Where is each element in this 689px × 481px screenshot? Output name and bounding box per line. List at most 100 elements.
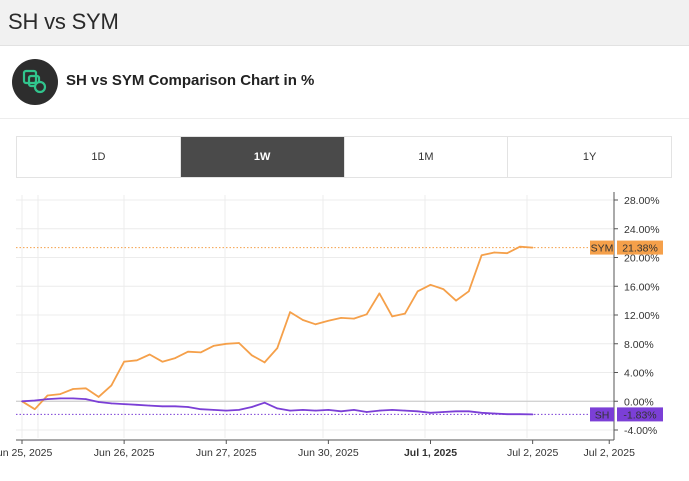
y-tick-label: 4.00% <box>624 368 654 380</box>
y-tick-label: 8.00% <box>624 339 654 351</box>
data-point-sh <box>136 404 138 406</box>
y-tick-label: 28.00% <box>624 195 660 207</box>
data-point-sh <box>148 404 151 407</box>
data-point-sym <box>212 345 215 347</box>
data-point-sh <box>416 410 419 413</box>
y-tick-label: 0.00% <box>624 396 654 408</box>
data-point-sym <box>468 290 470 293</box>
tab-1w[interactable]: 1W <box>180 137 345 177</box>
data-point-sym <box>493 251 496 254</box>
series-name-badge <box>590 407 614 422</box>
data-point-sym <box>263 361 266 364</box>
data-point-sym <box>314 323 317 326</box>
data-point-sh <box>46 398 49 400</box>
data-point-sym <box>391 315 394 318</box>
period-tabs: 1D 1W 1M 1Y <box>16 136 672 178</box>
data-point-sym <box>302 319 304 321</box>
data-point-sym <box>238 342 240 344</box>
data-point-sh <box>174 405 176 408</box>
data-point-sym <box>199 351 202 354</box>
divider <box>0 118 689 119</box>
data-point-sym <box>455 299 457 302</box>
x-tick-label: Jul 1, 2025 <box>404 447 457 459</box>
series-name-label: SYM <box>591 243 614 255</box>
data-point-sh <box>429 411 432 414</box>
data-point-sh <box>314 409 317 412</box>
data-point-sym <box>148 353 151 356</box>
data-point-sym <box>250 354 253 357</box>
data-point-sh <box>365 411 368 413</box>
data-point-sh <box>327 409 330 411</box>
y-tick-label: -4.00% <box>624 425 657 437</box>
data-point-sym <box>33 408 36 410</box>
data-point-sym <box>365 313 368 316</box>
data-point-sym <box>480 254 483 257</box>
data-point-sh <box>97 401 100 403</box>
data-point-sym <box>85 387 87 390</box>
page-header: SH vs SYM <box>0 0 689 46</box>
data-point-sh <box>404 409 406 412</box>
x-tick-label: Jun 30, 2025 <box>298 447 359 459</box>
data-point-sym <box>404 312 406 315</box>
y-tick-label: 12.00% <box>624 310 660 322</box>
data-point-sh <box>21 400 23 403</box>
page-title: SH vs SYM <box>8 9 119 34</box>
tab-1y[interactable]: 1Y <box>582 151 597 163</box>
data-point-sh <box>493 412 496 415</box>
data-point-sh <box>302 409 304 411</box>
data-point-sh <box>378 409 381 412</box>
data-point-sym <box>531 246 534 249</box>
data-point-sh <box>391 409 394 411</box>
data-point-sym <box>340 317 342 319</box>
x-tick-label: Jul 2, 2025 <box>584 447 636 459</box>
compare-icon <box>12 59 58 105</box>
data-point-sym <box>72 388 74 390</box>
data-point-sh <box>72 397 74 400</box>
data-point-sym <box>429 284 432 286</box>
data-point-sym <box>276 347 279 349</box>
data-point-sym <box>353 317 355 320</box>
x-tick-label: Jul 2, 2025 <box>507 447 559 459</box>
data-point-sym <box>327 319 330 322</box>
data-point-sym <box>225 342 228 345</box>
data-point-sh <box>212 409 215 411</box>
data-point-sh <box>250 406 253 408</box>
data-point-sh <box>199 408 202 410</box>
data-point-sym <box>187 350 189 353</box>
data-point-sym <box>416 290 419 293</box>
data-point-sym <box>59 393 62 395</box>
data-point-sh <box>263 401 266 404</box>
data-point-sym <box>442 288 445 290</box>
tab-1m[interactable]: 1M <box>345 137 509 177</box>
data-point-sh <box>187 406 189 408</box>
data-point-sh <box>480 411 483 414</box>
data-point-sh <box>33 399 36 402</box>
data-point-sh <box>289 409 291 412</box>
data-point-sh <box>238 409 240 411</box>
last-value-badge <box>617 240 663 255</box>
data-point-sym <box>110 384 113 387</box>
data-point-sh <box>468 410 470 413</box>
comparison-chart: 28.00% 24.00% 20.00% 16.00% 12.00% 8.00% 4.00%… <box>0 192 663 459</box>
tab-1d[interactable]: 1D <box>17 137 181 177</box>
data-point-sym <box>46 394 49 397</box>
y-tick-label: 20.00% <box>624 253 660 265</box>
data-point-sh <box>531 413 534 416</box>
y-tick-label: 24.00% <box>624 224 660 236</box>
last-value-badge <box>617 407 663 422</box>
card-header: SH vs SYM Comparison Chart in % <box>0 46 689 116</box>
x-tick-label: Jun 25, 2025 <box>0 447 53 459</box>
data-point-sh <box>110 402 113 405</box>
y-tick-label: 16.00% <box>624 281 660 293</box>
series-name-label: SH <box>595 409 610 421</box>
data-point-sym <box>123 360 125 363</box>
x-tick-label: Jun 27, 2025 <box>196 447 257 459</box>
data-point-sym <box>174 357 176 359</box>
data-point-sh <box>442 411 445 413</box>
data-point-sh <box>85 398 87 400</box>
data-point-sh <box>353 409 355 411</box>
data-point-sh <box>59 397 62 400</box>
data-point-sh <box>225 409 228 412</box>
data-point-sh <box>340 410 342 413</box>
x-tick-label: Jun 26, 2025 <box>94 447 155 459</box>
